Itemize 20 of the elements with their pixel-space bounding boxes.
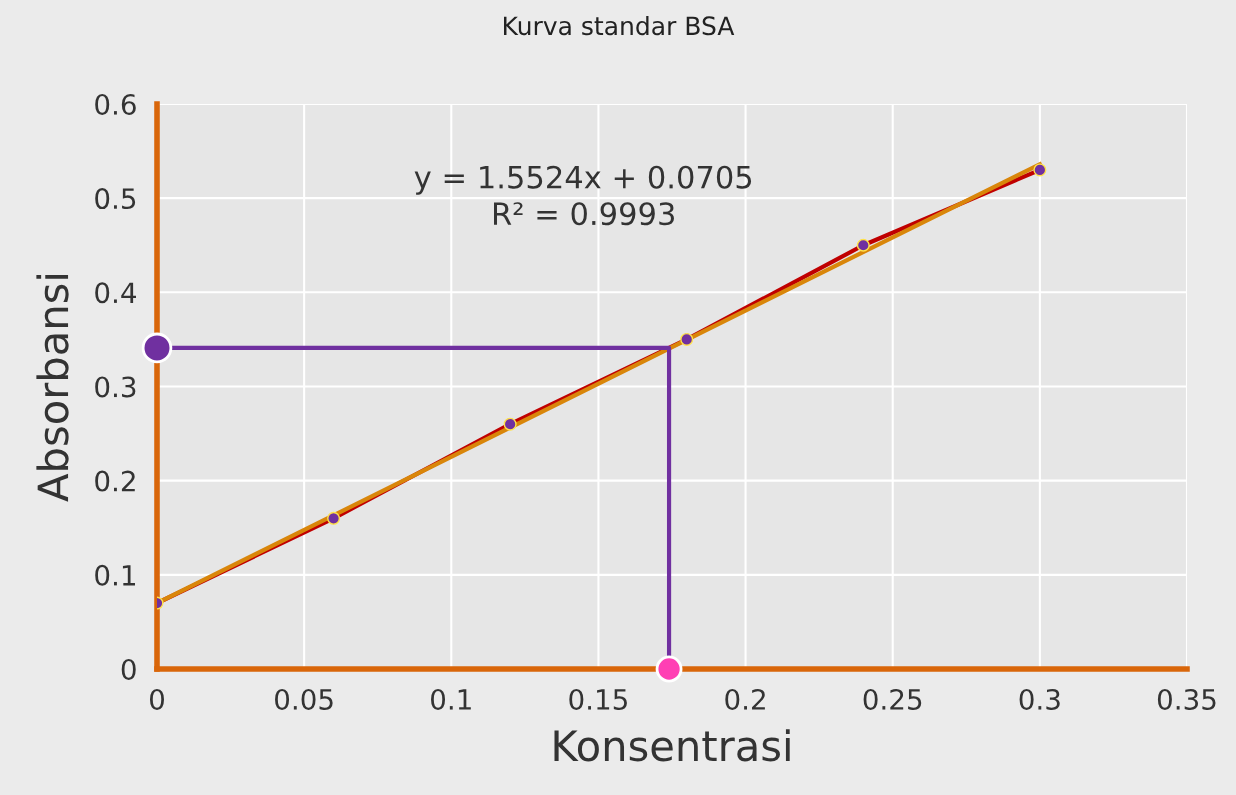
y-tick-label: 0.3 <box>95 376 136 398</box>
x-tick-label: 0.1 <box>431 688 471 710</box>
x-tick-label: 0 <box>149 688 164 710</box>
annotation: y = 1.5524x + 0.0705 R² = 0.9993 <box>414 165 752 226</box>
x-tick-label: 0.05 <box>275 688 333 710</box>
y-axis-title: Absorbansi <box>36 274 69 502</box>
y-tick-label: 0.5 <box>95 188 136 210</box>
y-tick-label: 0.1 <box>95 564 135 586</box>
x-tick-label: 0.2 <box>725 688 765 710</box>
y-tick-label: 0.4 <box>95 282 136 304</box>
y-tick-label: 0 <box>121 658 136 680</box>
x-tick-label: 0.35 <box>1157 688 1216 710</box>
y-tick-label: 0.2 <box>95 470 135 492</box>
x-tick-label: 0.3 <box>1019 688 1060 710</box>
chart-title: Kurva standar BSA <box>504 15 735 36</box>
point <box>655 655 683 683</box>
y-tick-label: 0.6 <box>95 93 136 115</box>
x-tick-label: 0.15 <box>569 688 627 710</box>
x-tick-label: 0.25 <box>863 688 922 710</box>
x-axis-title: Konsentrasi <box>554 729 790 762</box>
